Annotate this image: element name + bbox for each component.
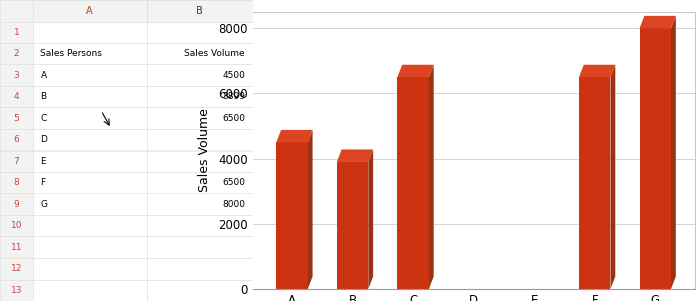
Text: 9: 9 [13,200,19,209]
Text: A: A [86,6,93,16]
Text: 4500: 4500 [222,71,245,80]
Text: F: F [40,178,45,187]
Bar [147,107,253,129]
Bar [147,215,253,237]
Bar [33,129,147,150]
Text: C: C [40,114,47,123]
Bar [0,194,33,215]
Text: D: D [40,135,47,144]
Text: B: B [196,6,203,16]
Bar [33,107,147,129]
Bar [33,215,147,237]
Text: 6500: 6500 [222,114,245,123]
Text: 8: 8 [13,178,19,187]
Text: 5: 5 [13,114,19,123]
Text: 7: 7 [13,157,19,166]
Polygon shape [397,65,434,77]
Bar [33,150,147,172]
Bar [33,172,147,194]
Bar [33,86,147,107]
Polygon shape [640,16,676,28]
Text: 3: 3 [13,71,19,80]
Text: 1: 1 [13,28,19,37]
Polygon shape [671,16,676,289]
Bar [0,0,253,21]
Bar [147,43,253,64]
Text: A: A [86,6,93,16]
Bar [0,150,33,172]
Text: G: G [40,200,47,209]
Text: 10: 10 [10,221,22,230]
Bar [0,129,33,150]
Bar [147,86,253,107]
Text: 12: 12 [10,264,22,273]
Bar [147,21,253,43]
Polygon shape [429,65,434,289]
Bar [147,150,253,172]
Polygon shape [337,150,373,162]
Bar [33,237,147,258]
Bar [0,258,33,280]
Text: 13: 13 [10,286,22,295]
Bar [147,194,253,215]
Bar [33,64,147,86]
Bar [0,43,33,64]
Text: Sales Volume: Sales Volume [184,49,245,58]
Bar [147,129,253,150]
Text: 11: 11 [10,243,22,252]
Bar [0,237,33,258]
Bar [0,21,33,301]
Bar [0,107,33,129]
Bar [337,162,368,289]
Polygon shape [308,130,313,289]
Text: A: A [40,71,47,80]
Polygon shape [579,65,615,77]
Bar [0,21,33,43]
Bar [640,28,671,289]
Text: E: E [40,157,46,166]
Text: B: B [40,92,47,101]
Bar [147,64,253,86]
Bar [33,194,147,215]
Bar [33,280,147,301]
Bar [147,237,253,258]
Bar [0,64,33,86]
Y-axis label: Sales Volume: Sales Volume [198,109,211,192]
Bar [0,215,33,237]
Bar [579,77,610,289]
Bar [397,77,429,289]
Bar [276,142,308,289]
Text: B: B [196,6,203,16]
Bar [147,172,253,194]
Bar [33,21,147,43]
Bar [33,258,147,280]
Bar [147,0,253,21]
Text: 4: 4 [14,92,19,101]
Bar [147,280,253,301]
Bar [33,43,147,64]
Bar [0,280,33,301]
Polygon shape [610,65,615,289]
Bar [0,86,33,107]
Bar [33,0,147,21]
Text: 6500: 6500 [222,178,245,187]
Text: 6: 6 [13,135,19,144]
Text: 3899: 3899 [222,92,245,101]
Text: 8000: 8000 [222,200,245,209]
Text: 2: 2 [14,49,19,58]
Text: Sales Persons: Sales Persons [40,49,102,58]
Bar [0,172,33,194]
Polygon shape [276,130,313,142]
Bar [147,258,253,280]
Polygon shape [368,150,373,289]
